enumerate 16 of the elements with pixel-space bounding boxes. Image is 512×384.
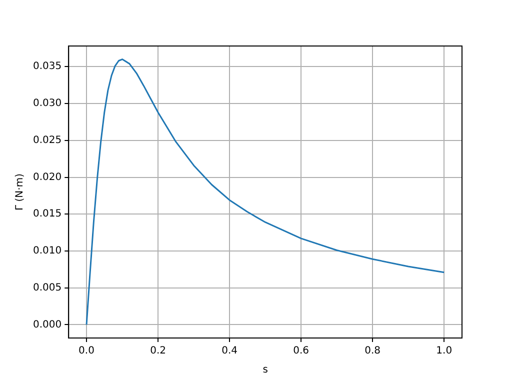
y-tick-label: 0.030 [32,98,62,110]
x-axis-title: s [262,364,268,376]
x-tick-label: 1.0 [436,346,452,357]
y-tick-label: 0.015 [32,208,62,220]
y-tick-label: 0.010 [32,246,62,257]
x-tick-label: 0.6 [293,346,310,357]
y-axis-title: Γ (N·m) [14,173,26,210]
x-tick-label: 0.4 [222,346,238,357]
y-tick-label: 0.035 [32,61,62,72]
y-tick-label: 0.005 [32,282,62,294]
x-tick-label: 0.0 [78,346,94,357]
y-tick-label: 0.025 [32,134,62,146]
y-tick-label: 0.020 [32,172,62,183]
y-tick-label: 0.000 [32,319,62,330]
x-tick-label: 0.2 [150,346,166,357]
x-tick-label: 0.8 [364,346,381,357]
